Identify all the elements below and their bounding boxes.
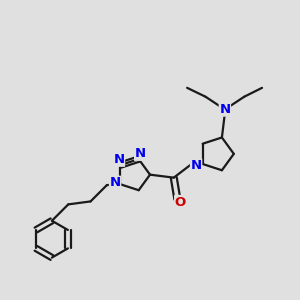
Text: N: N bbox=[113, 153, 124, 166]
Text: O: O bbox=[175, 196, 186, 208]
Text: N: N bbox=[135, 147, 146, 160]
Text: N: N bbox=[110, 176, 121, 189]
Text: N: N bbox=[219, 103, 230, 116]
Text: N: N bbox=[190, 159, 202, 172]
